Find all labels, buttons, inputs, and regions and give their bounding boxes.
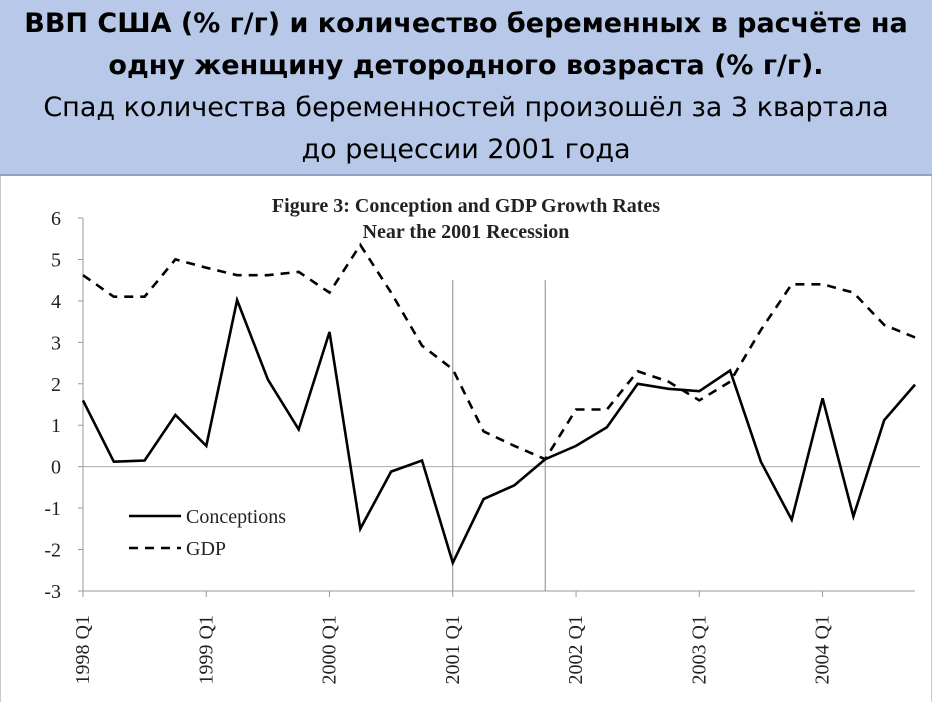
x-tick-label: 2003 Q1: [688, 615, 710, 684]
x-tick-label: 2004 Q1: [812, 615, 834, 684]
chart: 6 5 4 3 2 1 0 -1 -2 -3 1998 Q1 1999 Q1 2000 Q1 2001 Q…: [1, 176, 931, 702]
y-tick-label: 3: [51, 332, 61, 354]
header-title-line-2: одну женщину детородного возраста (% г/г…: [0, 45, 932, 87]
header-banner: ВВП США (% г/г) и количество беременных …: [0, 0, 932, 176]
header-subtitle-line-1: Спад количества беременностей произошёл …: [0, 87, 932, 129]
legend-label-conceptions: Conceptions: [186, 506, 286, 528]
y-tick-label: -3: [44, 581, 61, 603]
x-tick-label: 1998 Q1: [72, 615, 94, 684]
y-tick-label: -2: [44, 540, 61, 562]
header-title-line-1: ВВП США (% г/г) и количество беременных …: [0, 0, 932, 45]
y-tick-label: 1: [51, 415, 61, 437]
x-tick-label: 1999 Q1: [195, 615, 217, 684]
x-tick-label: 2000 Q1: [319, 615, 341, 684]
chart-subtitle: Near the 2001 Recession: [363, 221, 570, 243]
chart-frame: 6 5 4 3 2 1 0 -1 -2 -3 1998 Q1 1999 Q1 2000 Q1 2001 Q…: [0, 176, 932, 702]
header-subtitle-line-2: до рецессии 2001 года: [0, 129, 932, 171]
y-tick-label: 4: [51, 291, 61, 313]
y-tick-label: 2: [51, 374, 61, 396]
y-tick-label: 5: [51, 249, 61, 271]
legend-label-gdp: GDP: [186, 538, 226, 560]
axes: 6 5 4 3 2 1 0 -1 -2 -3 1998 Q1 1999 Q1 2000 Q1 2001 Q…: [44, 208, 920, 684]
chart-title: Figure 3: Conception and GDP Growth Rate…: [272, 195, 660, 217]
legend: Conceptions GDP: [129, 506, 286, 560]
y-tick-label: -1: [44, 498, 61, 520]
y-tick-label: 6: [51, 208, 61, 230]
y-tick-label: 0: [51, 457, 61, 479]
x-tick-label: 2002 Q1: [565, 615, 587, 684]
recession-markers: [453, 280, 545, 591]
x-tick-label: 2001 Q1: [442, 615, 464, 684]
series-line-gdp: [83, 245, 915, 459]
